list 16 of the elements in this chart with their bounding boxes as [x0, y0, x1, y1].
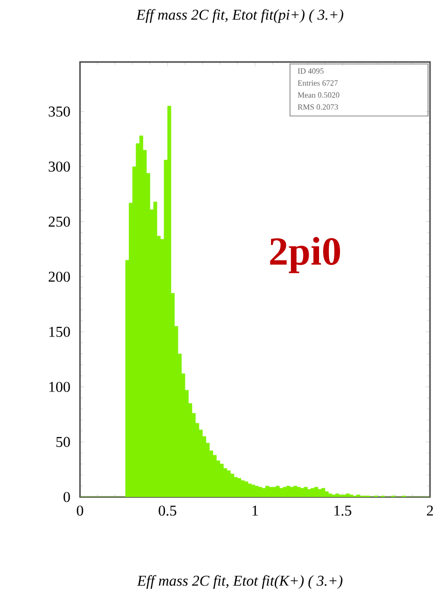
chart-title: Eff mass 2C fit, Etot fit(pi+) ( 3.+) [136, 9, 344, 23]
x-tick-label: 1.5 [334, 506, 352, 516]
x-tick-label: 1 [252, 506, 258, 516]
x-tick-label: 0 [76, 506, 84, 516]
y-tick-label: 50 [56, 436, 70, 447]
y-tick-label: 0 [64, 492, 70, 502]
y-tick-label: 250 [48, 216, 70, 227]
annotation: 2pi0 [270, 236, 340, 274]
x-tick-label: 2 [426, 506, 433, 516]
y-tick-label: 200 [48, 272, 70, 282]
x-tick-label: 0.5 [158, 506, 176, 516]
y-tick-label: 300 [48, 162, 70, 172]
x-axis-title: Eff mass 2C fit, Etot fit(K+) ( 3.+) [136, 575, 342, 589]
y-tick-label: 100 [49, 382, 70, 392]
y-tick-label: 150 [49, 326, 70, 337]
y-tick-label: 350 [48, 106, 70, 117]
